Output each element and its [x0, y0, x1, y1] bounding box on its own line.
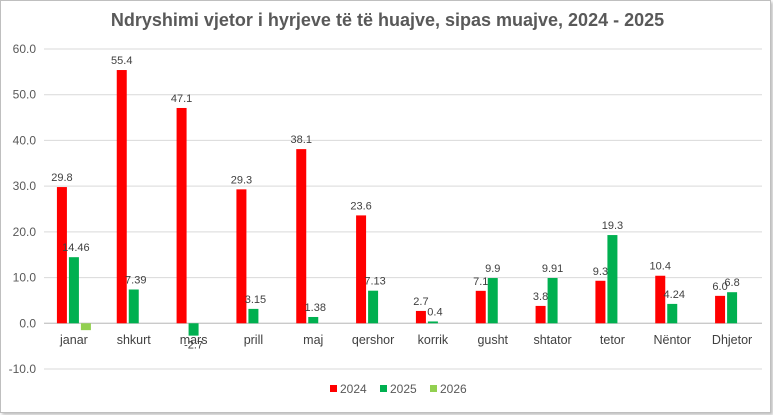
- legend-swatch: [330, 385, 337, 392]
- bar-2025-shtator: [547, 277, 558, 324]
- data-label: 3.15: [245, 294, 266, 306]
- x-tick-label: prill: [244, 333, 263, 347]
- x-tick-label: Dhjetor: [712, 333, 752, 347]
- bar-2024-Nëntor: [655, 275, 666, 324]
- x-tick-label: shkurt: [117, 333, 152, 347]
- bar-2025-Dhjetor: [727, 292, 738, 324]
- data-label: 14.46: [62, 242, 90, 254]
- legend-label: 2026: [440, 382, 467, 396]
- y-tick-label: 20.0: [13, 225, 37, 239]
- x-tick-label: qershor: [352, 333, 394, 347]
- bar-2024-gusht: [475, 290, 486, 324]
- legend-label: 2025: [390, 382, 417, 396]
- bar-2025-korrik: [427, 321, 438, 324]
- data-label: 7.1: [473, 276, 488, 288]
- y-tick-label: 40.0: [13, 133, 37, 147]
- data-label: 23.6: [350, 200, 371, 212]
- data-label: 7.13: [364, 276, 385, 288]
- bar-2025-tetor: [607, 235, 618, 324]
- data-label: 10.4: [650, 261, 671, 273]
- data-label: -2.7: [184, 340, 203, 352]
- bar-2026-janar: [80, 323, 91, 331]
- y-tick-label: -10.0: [9, 362, 37, 376]
- x-tick-label: maj: [303, 333, 323, 347]
- y-tick-label: 0.0: [19, 316, 36, 330]
- bar-2024-qershor: [356, 215, 367, 324]
- y-tick-label: 30.0: [13, 179, 37, 193]
- data-label: 3.8: [533, 291, 548, 303]
- x-tick-label: gusht: [477, 333, 508, 347]
- bar-2025-mars: [188, 323, 199, 336]
- bar-2025-qershor: [368, 290, 379, 324]
- x-tick-label: janar: [59, 333, 88, 347]
- data-label: 29.8: [51, 172, 72, 184]
- y-tick-label: 60.0: [13, 42, 37, 56]
- x-tick-label: mars: [180, 333, 208, 347]
- data-label: 9.9: [485, 263, 500, 275]
- bar-2024-maj: [296, 149, 307, 324]
- bar-2024-korrik: [415, 310, 426, 324]
- data-label: 9.91: [542, 263, 563, 275]
- data-label: 6.8: [724, 277, 739, 289]
- legend-swatch: [430, 385, 437, 392]
- data-label: 38.1: [291, 134, 312, 146]
- x-tick-label: tetor: [600, 333, 625, 347]
- x-tick-label: shtator: [533, 333, 571, 347]
- bar-2024-prill: [236, 189, 247, 324]
- bar-2025-Nëntor: [667, 303, 678, 324]
- x-tick-label: korrik: [418, 333, 449, 347]
- data-label: 1.38: [305, 302, 326, 314]
- bar-2024-tetor: [595, 280, 606, 324]
- data-label: 7.39: [125, 275, 146, 287]
- data-label: 0.4: [427, 306, 442, 318]
- legend-swatch: [380, 385, 387, 392]
- data-label: 47.1: [171, 93, 192, 105]
- y-tick-label: 50.0: [13, 88, 37, 102]
- x-tick-label: Nëntor: [653, 333, 691, 347]
- legend-label: 2024: [340, 382, 367, 396]
- y-tick-label: 10.0: [13, 271, 37, 285]
- data-label: 29.3: [231, 174, 252, 186]
- bar-2024-Dhjetor: [715, 295, 726, 324]
- bar-2025-gusht: [487, 278, 498, 324]
- data-label: 2.7: [413, 296, 428, 308]
- data-label: 6.0: [712, 281, 727, 293]
- bar-2025-prill: [248, 308, 259, 324]
- bar-2024-janar: [56, 187, 67, 324]
- chart-title: Ndryshimi vjetor i hyrjeve të të huajve,…: [110, 10, 665, 30]
- bar-2025-shkurt: [128, 289, 139, 324]
- bar-2024-shtator: [535, 305, 546, 324]
- bar-2025-maj: [308, 316, 319, 324]
- bar-2024-mars: [176, 107, 187, 324]
- bar-2024-shkurt: [116, 70, 127, 324]
- data-label: 9.3: [593, 266, 608, 278]
- data-label: 19.3: [602, 220, 623, 232]
- data-label: 4.24: [664, 289, 685, 301]
- bar-2025-janar: [68, 257, 79, 324]
- data-label: 55.4: [111, 55, 132, 67]
